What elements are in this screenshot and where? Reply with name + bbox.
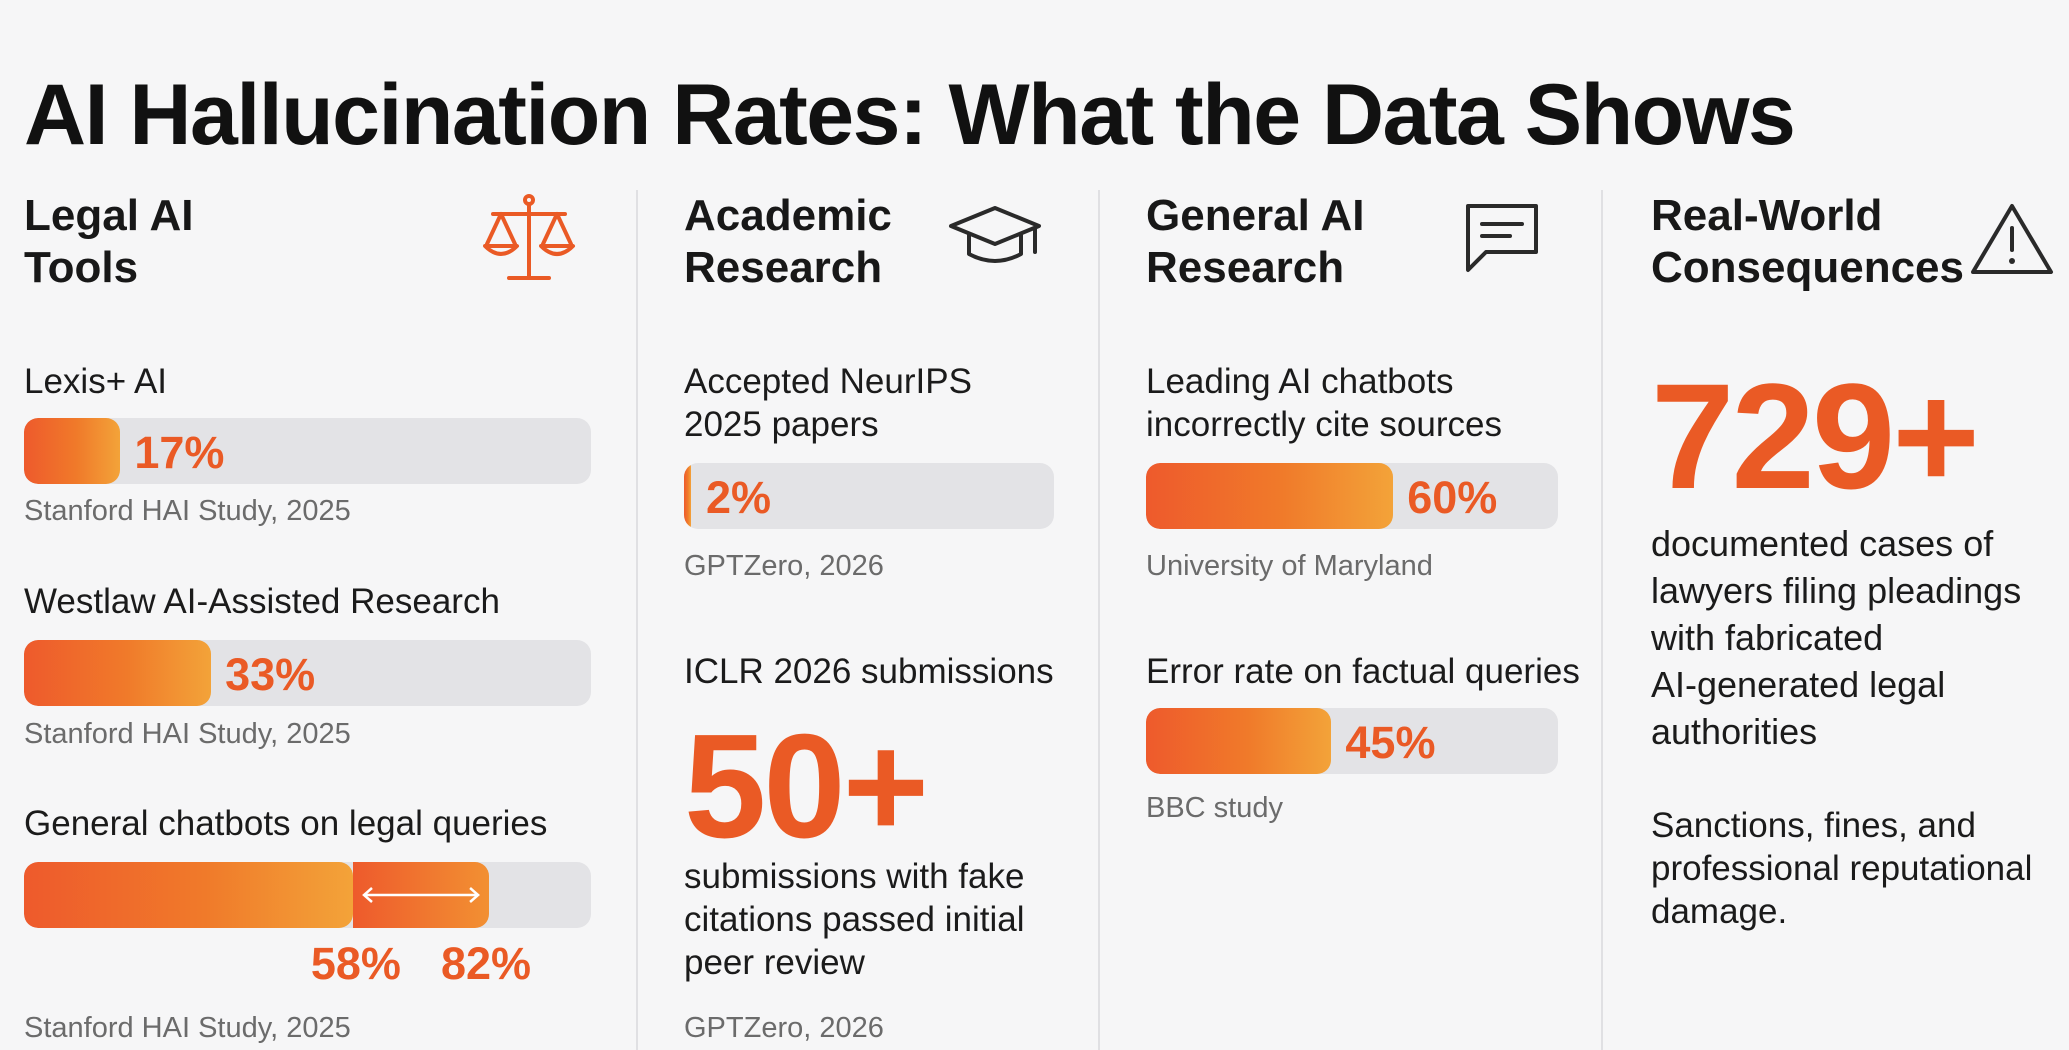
lexis-label: Lexis+ AI [24, 362, 168, 401]
citations-label: Leading AI chatbots incorrectly cite sou… [1146, 362, 1502, 444]
column-divider [1601, 190, 1603, 1050]
westlaw-value: 33% [225, 649, 316, 700]
double-arrow-icon [361, 887, 480, 903]
chatbots-legal-high-value: 82% [440, 938, 532, 989]
factual-source: BBC study [1146, 792, 1283, 824]
graduation-cap-icon [949, 206, 1041, 263]
factual-value: 45% [1345, 717, 1436, 768]
consequences-heading: Real-World Consequences [1651, 191, 1964, 292]
iclr-label: ICLR 2026 submissions [684, 652, 1054, 691]
neurips-bar-track [684, 463, 1054, 529]
general-ai-column: General AI Research Leading AI chatbots … [1146, 190, 1580, 1050]
citations-value: 60% [1407, 472, 1498, 523]
lexis-value: 17% [134, 427, 225, 478]
legal-ai-heading: Legal AI Tools [24, 191, 194, 292]
cases-stat-value: 729+ [1651, 352, 1980, 520]
westlaw-source: Stanford HAI Study, 2025 [24, 718, 351, 750]
chatbots-legal-bar-track [24, 862, 591, 928]
chat-bubble-icon [1466, 204, 1538, 272]
citations-source: University of Maryland [1146, 550, 1433, 582]
factual-bar-track [1146, 708, 1558, 774]
scales-of-justice-icon [483, 194, 575, 280]
general-ai-heading: General AI Research [1146, 191, 1365, 292]
cases-stat-text: documented cases of lawyers filing plead… [1651, 523, 2022, 752]
legal-ai-column: Legal AI Tools Lexis+ AI 17% Stanford HA… [24, 190, 594, 1050]
academic-heading: Academic Research [684, 191, 892, 292]
chatbots-legal-label: General chatbots on legal queries [24, 804, 548, 843]
neurips-label: Accepted NeurIPS 2025 papers [684, 362, 972, 444]
consequences-column: Real-World Consequences 729+ documented … [1651, 190, 2061, 1050]
page-title: AI Hallucination Rates: What the Data Sh… [24, 66, 1796, 163]
iclr-stat-value: 50+ [684, 704, 929, 869]
lexis-bar-track [24, 418, 591, 484]
westlaw-bar [24, 640, 212, 706]
factual-label: Error rate on factual queries [1146, 652, 1580, 691]
factual-bar [1146, 708, 1332, 774]
column-divider [1098, 190, 1100, 1050]
chatbots-legal-low-bar [24, 862, 353, 928]
neurips-source: GPTZero, 2026 [684, 550, 884, 582]
neurips-bar [684, 463, 692, 529]
chatbots-legal-low-value: 58% [310, 938, 401, 989]
iclr-source: GPTZero, 2026 [684, 1012, 884, 1044]
lexis-bar [24, 418, 121, 484]
warning-triangle-icon [1971, 204, 2053, 274]
academic-research-column: Academic Research Accepted NeurIPS 2025 … [684, 190, 1084, 1050]
citations-bar-track [1146, 463, 1558, 529]
chatbots-legal-source: Stanford HAI Study, 2025 [24, 1012, 351, 1044]
neurips-value: 2% [706, 472, 772, 523]
column-divider [636, 190, 638, 1050]
westlaw-bar-track [24, 640, 591, 706]
citations-bar [1146, 463, 1394, 529]
iclr-stat-text: submissions with fake citations passed i… [684, 857, 1025, 982]
consequences-note: Sanctions, fines, and professional reput… [1651, 806, 2033, 931]
lexis-source: Stanford HAI Study, 2025 [24, 495, 351, 527]
westlaw-label: Westlaw AI-Assisted Research [24, 582, 500, 621]
